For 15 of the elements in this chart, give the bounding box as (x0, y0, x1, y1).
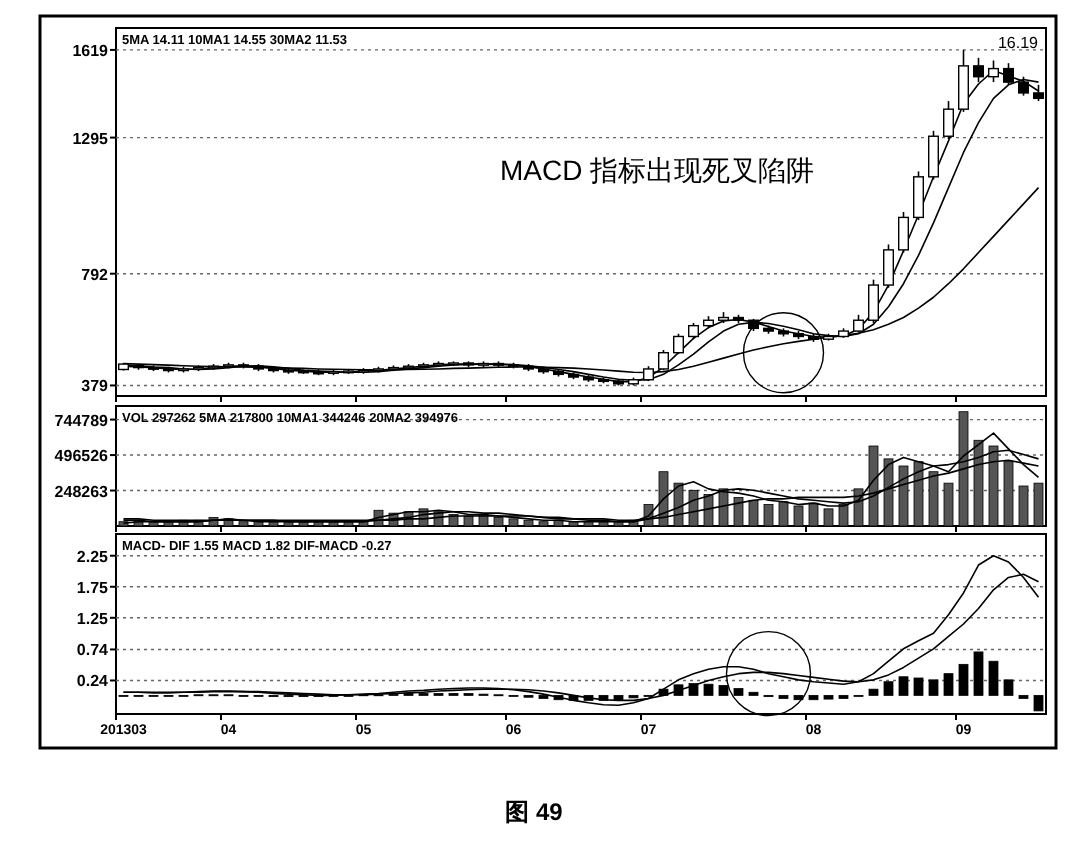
y-tick-label: 1295 (72, 129, 110, 148)
y-tick-label: 0.24 (76, 672, 110, 691)
y-tick-label: 2.25 (76, 547, 110, 566)
y-tick-label: 379 (81, 377, 110, 396)
y-tick-label: 1.25 (76, 609, 110, 628)
annotation: MACD 指标出现死叉陷阱 (500, 154, 815, 186)
y-tick-label: 792 (81, 265, 110, 284)
y-tick-label: 744789 (54, 411, 110, 430)
y-tick-label: 1619 (72, 41, 110, 60)
y-tick-label: 1.75 (76, 578, 110, 597)
caption: 图 49 (505, 798, 564, 826)
y-tick-label: 496526 (54, 447, 110, 466)
y-tick-label: 248263 (54, 482, 110, 501)
y-tick-label: 0.74 (76, 641, 110, 660)
annotation: 16.19 (997, 34, 1040, 52)
